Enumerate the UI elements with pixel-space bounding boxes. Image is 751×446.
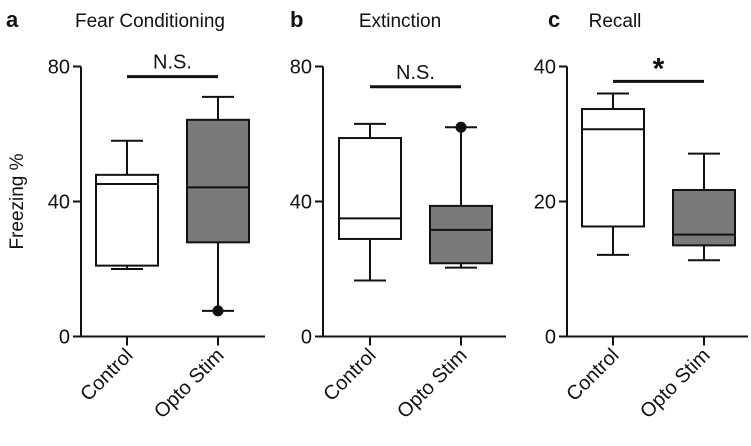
box-opto-stim — [429, 121, 493, 269]
iqr-box — [581, 108, 645, 228]
y-tick-label: 80 — [290, 57, 312, 79]
y-tick-label: 20 — [534, 192, 556, 214]
x-tick-label: Opto Stim — [393, 344, 471, 422]
panel-b: b Extinction 0 40 80 Control Opto Stim N.S. — [290, 7, 506, 423]
outlier-point — [455, 121, 467, 133]
y-tick-label: 80 — [48, 57, 70, 79]
iqr-box — [186, 118, 250, 244]
iqr-box — [338, 137, 402, 240]
panel-letter: c — [548, 7, 560, 32]
significance-label: * — [653, 52, 665, 85]
iqr-box — [672, 189, 736, 247]
x-tick-label: Control — [562, 344, 623, 405]
y-tick-label: 40 — [290, 192, 312, 214]
box-opto-stim — [672, 152, 736, 262]
panel-letter: b — [290, 7, 303, 32]
significance-label: N.S. — [396, 62, 435, 84]
panel-title: Recall — [589, 11, 642, 32]
y-tick-label: 0 — [301, 327, 312, 349]
y-tick-label: 0 — [545, 327, 556, 349]
x-tick-label: Opto Stim — [150, 344, 228, 422]
x-tick-label: Control — [76, 344, 137, 405]
panel-title: Fear Conditioning — [75, 11, 225, 32]
box-control — [338, 122, 402, 282]
panel-letter: a — [6, 7, 19, 32]
box-control — [581, 92, 645, 256]
y-tick-label: 0 — [59, 327, 70, 349]
panel-c: c Recall 0 20 40 Control Opto Stim * — [534, 7, 748, 423]
panel-a: a Fear Conditioning Freezing % 0 40 80 Control… — [6, 7, 265, 423]
x-tick-label: Opto Stim — [636, 344, 714, 422]
box-control — [95, 139, 159, 270]
y-axis-label: Freezing % — [7, 153, 28, 249]
y-tick-label: 40 — [534, 57, 556, 79]
iqr-box — [95, 173, 159, 267]
significance-label: N.S. — [153, 52, 192, 74]
box-opto-stim — [186, 95, 250, 317]
x-tick-label: Control — [319, 344, 380, 405]
y-tick-label: 40 — [48, 192, 70, 214]
panel-title: Extinction — [359, 11, 441, 32]
outlier-point — [212, 305, 224, 317]
iqr-box — [429, 204, 493, 265]
